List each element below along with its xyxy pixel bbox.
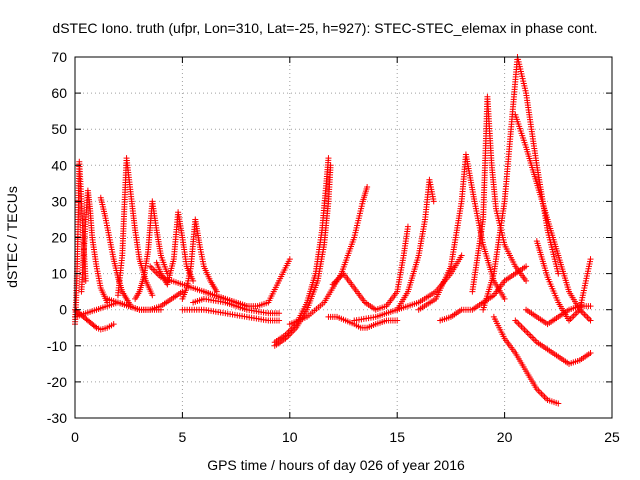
x-tick-label: 5 — [179, 429, 187, 445]
y-tick-label: 50 — [51, 121, 67, 137]
y-tick-label: 60 — [51, 85, 67, 101]
data-series — [490, 313, 562, 407]
data-point — [523, 277, 530, 284]
data-point — [529, 334, 536, 341]
y-tick-label: -20 — [47, 374, 67, 390]
data-point — [501, 295, 508, 302]
data-point — [530, 336, 537, 343]
data-point — [587, 317, 594, 324]
data-series — [325, 313, 401, 331]
data-point — [110, 321, 117, 328]
data-point — [523, 263, 530, 270]
data-series — [512, 111, 594, 324]
x-axis-title: GPS time / hours of day 026 of year 2016 — [207, 457, 465, 473]
data-point — [286, 256, 293, 263]
data-series — [132, 198, 171, 302]
data-point — [82, 277, 89, 284]
data-point — [523, 328, 530, 335]
data-point — [512, 317, 519, 324]
data-point — [587, 256, 594, 263]
data-point — [394, 317, 401, 324]
data-series — [469, 93, 530, 295]
data-point — [572, 311, 579, 318]
data-series — [104, 288, 186, 313]
data-series — [480, 54, 562, 313]
data-point — [535, 387, 542, 394]
data-point — [520, 325, 527, 332]
data-point — [587, 350, 594, 357]
data-point — [555, 400, 562, 407]
data-point — [430, 198, 437, 205]
chart-title: dSTEC Iono. truth (ufpr, Lon=310, Lat=-2… — [52, 20, 597, 36]
data-point — [190, 277, 197, 284]
data-point — [521, 326, 528, 333]
data-point — [526, 331, 533, 338]
data-point — [539, 392, 546, 399]
x-tick-label: 25 — [604, 429, 620, 445]
data-series — [351, 252, 465, 324]
y-tick-label: 30 — [51, 193, 67, 209]
data-point — [579, 309, 586, 316]
data-point — [532, 337, 539, 344]
data-series — [179, 216, 220, 302]
x-tick-label: 0 — [71, 429, 79, 445]
data-point — [555, 270, 562, 277]
data-point — [569, 314, 576, 321]
data-point — [404, 223, 411, 230]
data-point — [327, 162, 334, 169]
data-point — [541, 393, 548, 400]
data-series — [200, 256, 293, 310]
y-tick-label: 10 — [51, 266, 67, 282]
data-series — [114, 155, 156, 299]
data-point — [458, 252, 465, 259]
data-series — [415, 151, 508, 313]
data-point — [570, 312, 577, 319]
data-point — [581, 311, 588, 318]
data-point — [148, 264, 155, 271]
data-series — [394, 176, 437, 313]
data-point — [337, 273, 344, 280]
data-point — [524, 329, 531, 336]
data-point — [585, 315, 592, 322]
data-point — [582, 312, 589, 319]
data-marks — [72, 54, 594, 407]
data-series — [179, 306, 283, 324]
data-point — [513, 319, 520, 326]
data-series — [271, 162, 334, 349]
y-tick-label: 20 — [51, 230, 67, 246]
data-series — [437, 263, 530, 324]
y-tick-label: 0 — [59, 302, 67, 318]
data-series — [190, 295, 283, 317]
data-point — [92, 323, 99, 330]
data-point — [276, 317, 283, 324]
data-point — [149, 292, 156, 299]
x-tick-label: 20 — [497, 429, 513, 445]
data-series — [523, 303, 594, 328]
axis-ticks: 0 5 10 15 20 25 -30 -20 -10 0 10 20 30 40 50 60 70 — [47, 49, 620, 445]
y-tick-label: -30 — [47, 410, 67, 426]
data-point — [584, 314, 591, 321]
data-point — [536, 389, 543, 396]
x-tick-label: 10 — [282, 429, 298, 445]
data-point — [276, 310, 283, 317]
data-point — [364, 183, 371, 190]
data-series — [286, 183, 371, 328]
data-point — [516, 322, 523, 329]
data-point — [518, 323, 525, 330]
y-tick-label: -10 — [47, 338, 67, 354]
y-tick-label: 70 — [51, 49, 67, 65]
data-point — [153, 269, 160, 276]
data-point — [325, 155, 332, 162]
data-point — [527, 333, 534, 340]
data-series — [329, 223, 411, 313]
data-point — [538, 390, 545, 397]
y-axis-title: dSTEC / TECUs — [4, 186, 20, 288]
data-point — [515, 320, 522, 327]
data-point — [587, 303, 594, 310]
data-series — [78, 187, 111, 306]
x-tick-label: 15 — [389, 429, 405, 445]
data-series — [512, 317, 594, 367]
y-tick-label: 40 — [51, 157, 67, 173]
